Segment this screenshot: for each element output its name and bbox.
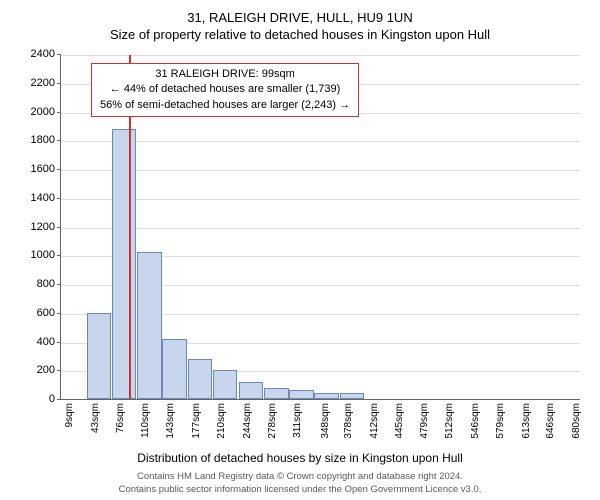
histogram-bar [137,252,161,399]
x-tick-label: 43sqm [90,399,101,433]
x-tick-label: 210sqm [216,399,227,439]
attribution-line: Contains public sector information licen… [0,484,600,496]
callout-line: 56% of semi-detached houses are larger (… [100,98,350,113]
x-tick-label: 110sqm [140,399,151,438]
x-tick-label: 278sqm [267,399,278,439]
y-tick-label: 600 [37,307,61,319]
x-tick-label: 479sqm [419,399,430,439]
page-title: 31, RALEIGH DRIVE, HULL, HU9 1UN [0,0,600,25]
x-axis-label: Distribution of detached houses by size … [0,451,600,465]
histogram-bar [213,370,237,399]
plot-region: 0200400600800100012001400160018002000220… [60,55,580,400]
gridline [61,228,580,229]
x-tick-label: 646sqm [545,399,556,439]
gridline [61,141,580,142]
chart-plot-area: 0200400600800100012001400160018002000220… [60,55,580,400]
y-tick-label: 1600 [31,163,61,175]
histogram-bar [264,388,288,400]
gridline [61,199,580,200]
y-tick-label: 800 [37,278,61,290]
histogram-bar [87,313,111,399]
y-tick-label: 1200 [31,221,61,233]
x-tick-label: 76sqm [115,399,126,433]
x-tick-label: 378sqm [343,399,354,439]
histogram-bar [188,359,212,399]
property-callout: 31 RALEIGH DRIVE: 99sqm← 44% of detached… [91,63,359,117]
x-tick-label: 412sqm [369,399,380,439]
x-tick-label: 445sqm [394,399,405,439]
page-subtitle: Size of property relative to detached ho… [0,25,600,42]
x-tick-label: 579sqm [495,399,506,439]
y-tick-label: 0 [49,393,61,405]
x-tick-label: 143sqm [165,399,176,439]
y-tick-label: 1800 [31,134,61,146]
histogram-bar [239,382,263,399]
x-tick-label: 512sqm [444,399,455,439]
callout-line: ← 44% of detached houses are smaller (1,… [100,82,350,97]
callout-line: 31 RALEIGH DRIVE: 99sqm [100,67,350,82]
histogram-bar [289,390,313,399]
attribution-text: Contains HM Land Registry data © Crown c… [0,471,600,496]
y-tick-label: 400 [37,336,61,348]
gridline [61,55,580,56]
y-tick-label: 2200 [31,77,61,89]
x-tick-label: 9sqm [64,399,75,427]
x-tick-label: 680sqm [571,399,582,439]
x-tick-label: 546sqm [470,399,481,439]
gridline [61,170,580,171]
y-tick-label: 1400 [31,192,61,204]
x-tick-label: 311sqm [292,399,303,438]
histogram-bar [112,129,136,399]
y-tick-label: 2400 [31,48,61,60]
y-tick-label: 200 [37,364,61,376]
x-tick-label: 177sqm [191,399,202,439]
x-tick-label: 613sqm [521,399,532,439]
attribution-line: Contains HM Land Registry data © Crown c… [0,471,600,483]
histogram-bar [162,339,186,399]
x-tick-label: 348sqm [320,399,331,439]
y-tick-label: 2000 [31,106,61,118]
y-tick-label: 1000 [31,249,61,261]
x-tick-label: 244sqm [242,399,253,439]
